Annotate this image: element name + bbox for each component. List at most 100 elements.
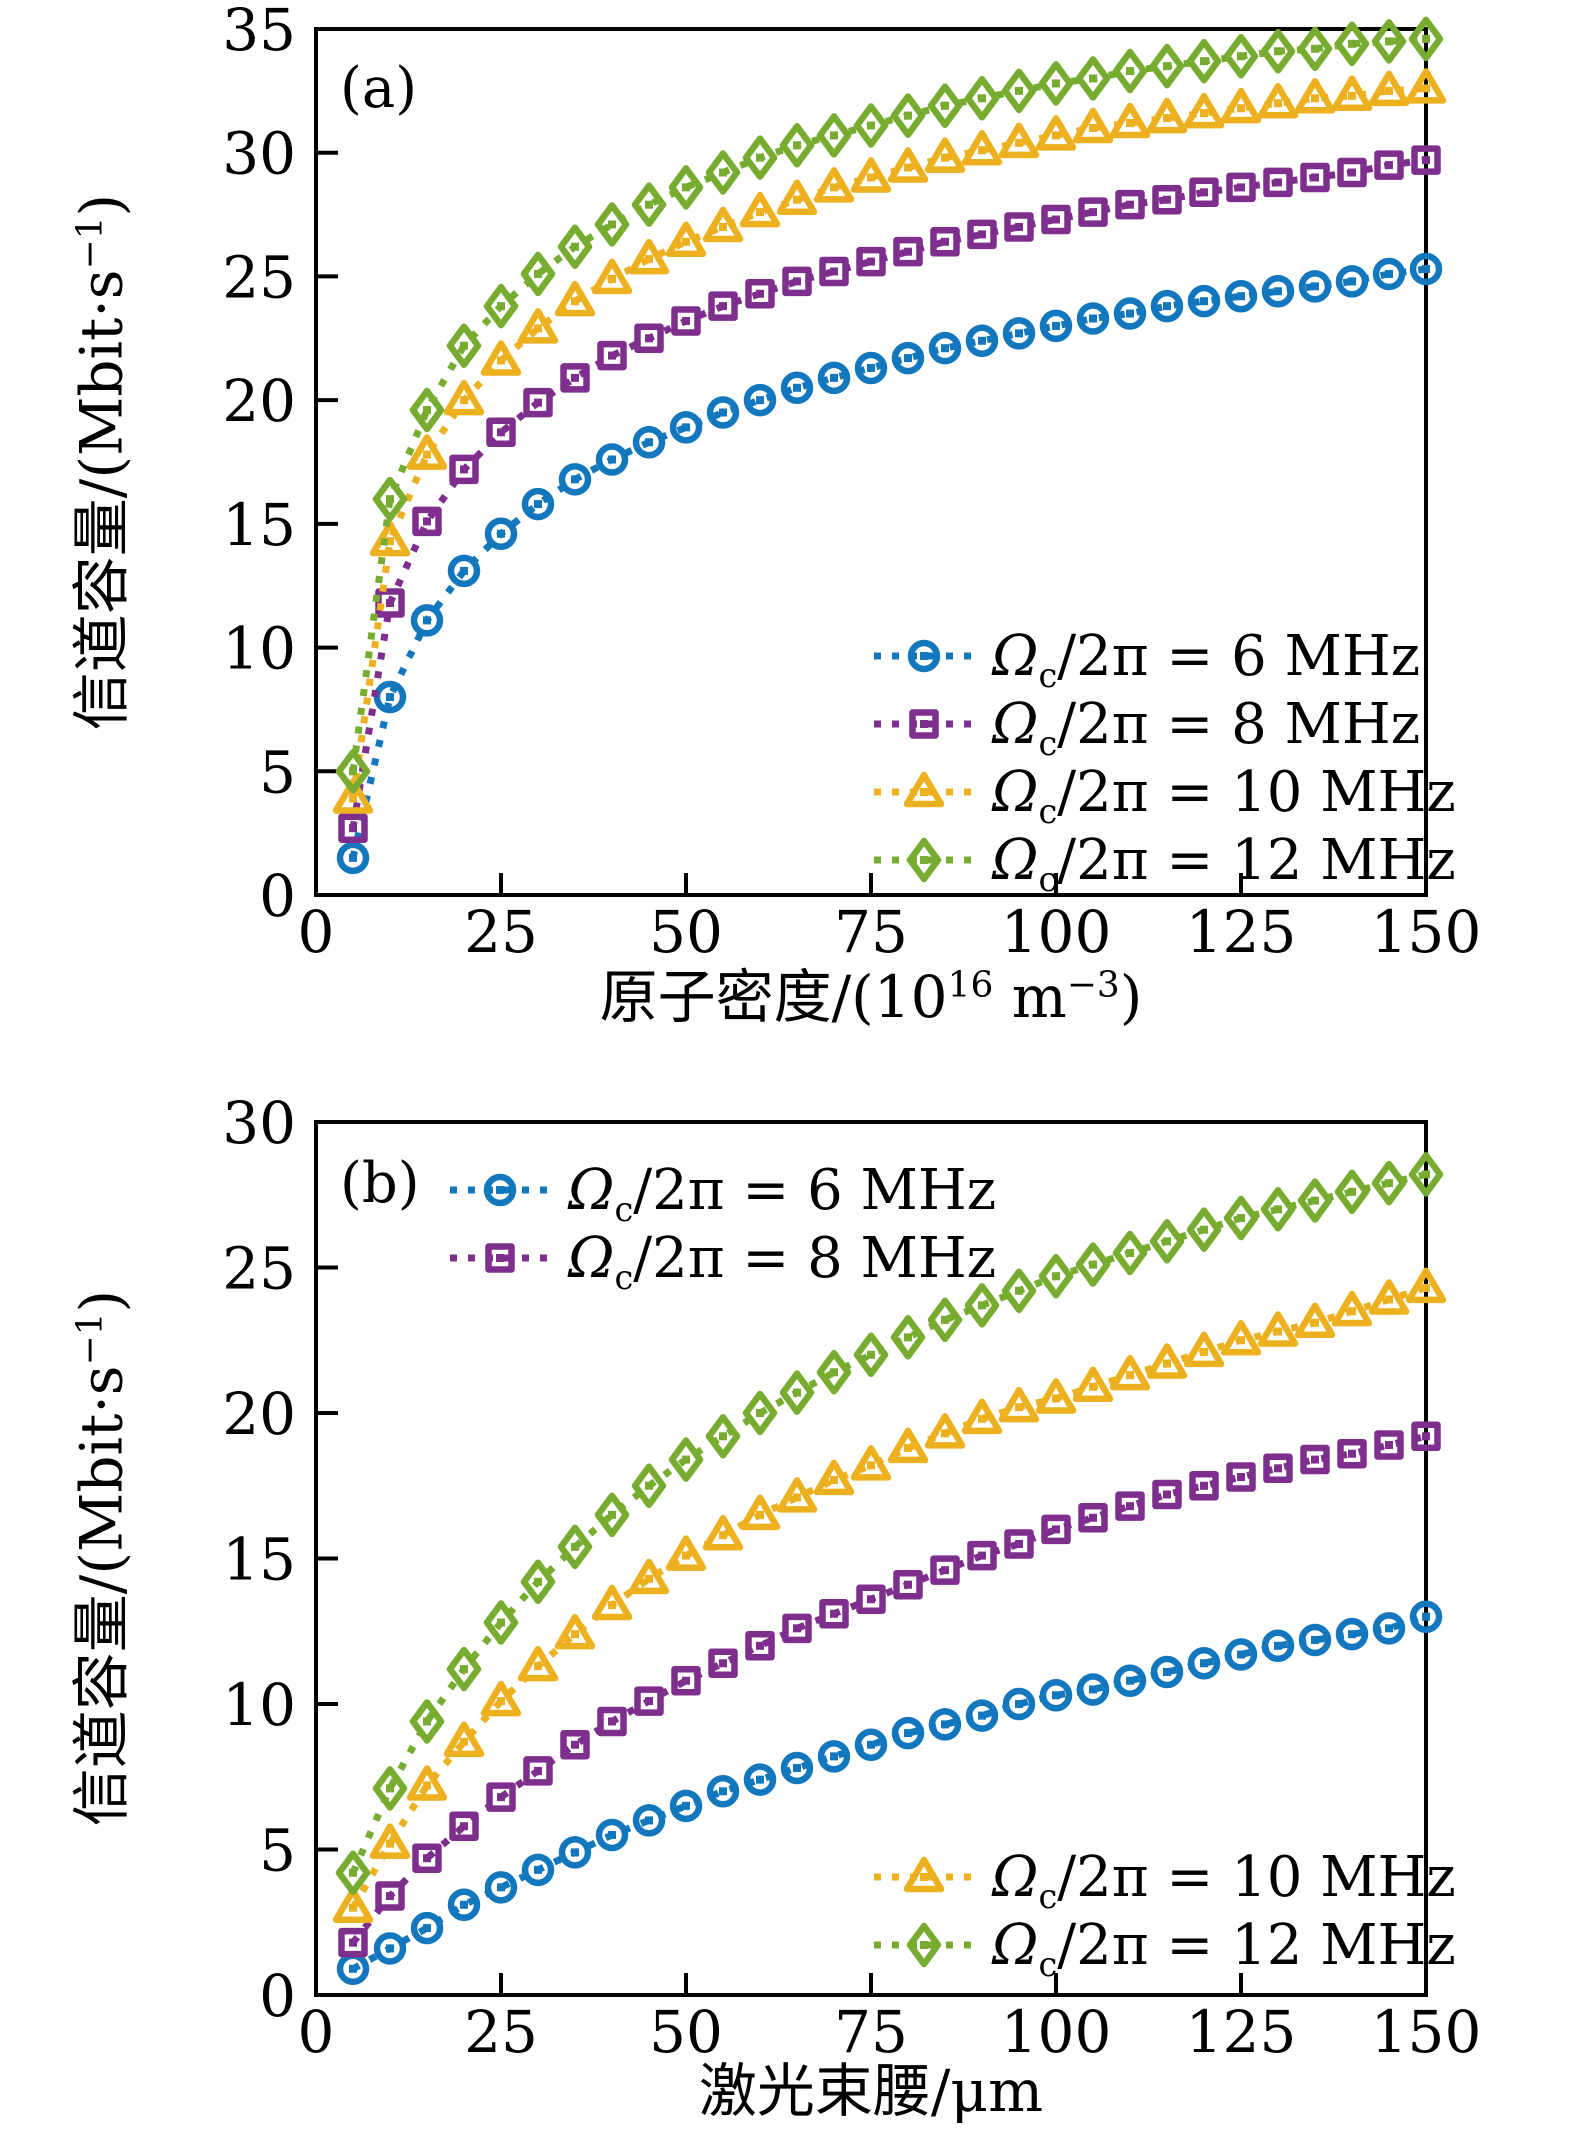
data-point-dot (608, 1601, 616, 1610)
diamond-marker-icon (372, 1766, 408, 1811)
legend-label: Ωc/2π = 12 MHz (992, 827, 1456, 899)
diamond-marker-icon (705, 1414, 741, 1459)
data-point-dot (496, 1186, 504, 1194)
data-point-dot (534, 1865, 542, 1874)
legend-entry-omega-12mhz: Ωc/2π = 12 MHz (872, 1911, 1456, 1981)
circle-marker-icon (1187, 284, 1221, 318)
circle-marker-icon (780, 371, 814, 405)
x-tick-label: 100 (1001, 898, 1112, 966)
data-point-dot (920, 856, 928, 864)
triangle-marker-icon (1368, 70, 1410, 107)
data-point-dot (1163, 62, 1171, 71)
panel-a-x-axis-label: 原子密度/(1016 m−3) (316, 964, 1426, 1031)
x-axis-label-mid: m (993, 963, 1067, 1031)
square-marker-icon (1337, 157, 1367, 188)
square-marker-icon (634, 1686, 664, 1716)
data-point-dot (497, 529, 505, 538)
data-point-dot (496, 1254, 504, 1262)
x-tick-label: 100 (1001, 1998, 1112, 2066)
x-tick-label: 150 (1371, 898, 1482, 966)
circle-marker-icon (669, 1789, 703, 1823)
diamond-marker-icon (409, 387, 445, 433)
diamond-marker-icon (1186, 1207, 1222, 1252)
data-point-dot (460, 1900, 468, 1909)
data-point-dot (423, 1924, 431, 1933)
legend-marker-sample (874, 771, 974, 808)
data-point-dot (1089, 1382, 1097, 1391)
triangle-marker-icon (1294, 78, 1336, 114)
data-point-dot (1237, 1336, 1245, 1345)
data-point-dot (608, 351, 616, 360)
data-point-dot (1163, 1359, 1171, 1368)
data-point-dot (1422, 34, 1430, 43)
diamond-marker-icon (1038, 61, 1074, 106)
data-point-dot (608, 274, 616, 283)
data-point-dot (386, 1892, 394, 1901)
diamond-marker-icon (1223, 33, 1259, 79)
diamond-marker-icon (853, 1332, 889, 1378)
data-point-dot (830, 1609, 838, 1618)
data-point-dot (534, 500, 542, 509)
diamond-marker-icon (631, 1463, 667, 1508)
diamond-marker-icon (1297, 26, 1333, 72)
data-point-dot (1422, 156, 1430, 165)
triangle-marker-icon (480, 1680, 522, 1717)
square-marker-icon (1189, 1471, 1219, 1501)
data-point-dot (349, 1903, 357, 1912)
data-point-dot (719, 1787, 727, 1796)
square-marker-icon (1263, 167, 1293, 198)
panel-b-y-axis-label: 信道容量/(Mbit·s−1) (67, 1289, 136, 1826)
diamond-marker-icon (890, 93, 926, 138)
data-point-dot (1126, 1248, 1134, 1257)
data-point-dot (1348, 1187, 1356, 1196)
y-tick-label: 35 (222, 0, 296, 64)
square-marker-icon (338, 813, 368, 843)
y-axis-label-close: ) (67, 1289, 136, 1313)
triangle-marker-icon (1146, 97, 1188, 134)
diamond-marker-icon (446, 1646, 482, 1692)
data-point-dot (793, 277, 801, 286)
square-marker-icon (1078, 1503, 1108, 1533)
data-point-dot (719, 168, 727, 177)
legend-label: Ωc/2π = 6 MHz (992, 623, 1421, 695)
triangle-marker-icon (887, 1427, 929, 1464)
diamond-marker-icon (668, 1437, 704, 1482)
data-point-dot (904, 163, 912, 172)
data-point-dot (941, 1566, 949, 1575)
square-marker-icon (856, 1584, 886, 1614)
data-point-dot (1126, 309, 1134, 318)
triangle-marker-icon (1220, 1320, 1262, 1356)
data-point-dot (682, 183, 690, 192)
data-point-dot (1163, 1667, 1171, 1676)
data-point-dot (1089, 123, 1097, 132)
diamond-marker-icon (483, 1600, 519, 1645)
y-axis-label-close: ) (67, 193, 136, 217)
data-point-dot (1274, 287, 1282, 296)
data-point-dot (1311, 1196, 1319, 1205)
circle-marker-icon (632, 1804, 666, 1837)
circle-marker-icon (595, 1818, 629, 1852)
triangle-marker-icon (998, 1386, 1040, 1423)
square-marker-icon (597, 1706, 627, 1737)
data-point-dot (1311, 1635, 1319, 1644)
triangle-marker-icon (1331, 75, 1373, 112)
triangle-marker-icon (924, 1413, 966, 1449)
data-point-dot (497, 1793, 505, 1802)
data-point-dot (920, 788, 928, 796)
square-marker-icon (1300, 162, 1330, 193)
data-point-dot (423, 1854, 431, 1863)
legend-entry-omega-10mhz: Ωc/2π = 10 MHz (872, 758, 1456, 828)
square-marker-icon (1411, 1421, 1441, 1452)
data-point-dot (1015, 138, 1023, 147)
legend-marker-sample (450, 1173, 550, 1207)
data-point-dot (830, 1368, 838, 1377)
data-point-dot (941, 101, 949, 110)
data-point-dot (571, 1740, 579, 1749)
data-point-dot (497, 1883, 505, 1892)
triangle-marker-icon (1220, 87, 1262, 124)
data-point-dot (1237, 1473, 1245, 1482)
data-point-dot (349, 1938, 357, 1947)
circle-marker-icon (410, 1911, 444, 1945)
data-point-dot (1385, 86, 1393, 95)
data-point-dot (1385, 161, 1393, 170)
